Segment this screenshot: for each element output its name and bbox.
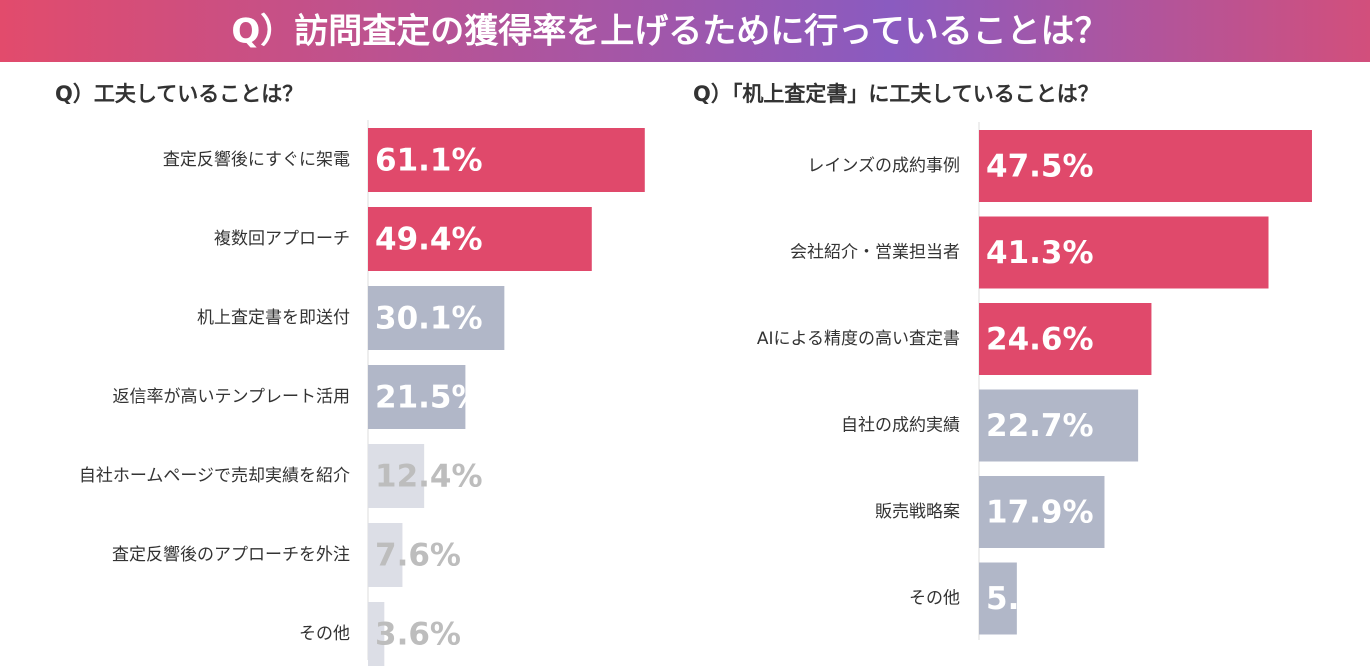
- chart-subtitle: Q）工夫していることは？: [55, 82, 303, 106]
- bar: [368, 128, 645, 192]
- bar: [979, 130, 1312, 202]
- bar: [979, 303, 1152, 375]
- value-label: 61.1%: [375, 143, 483, 179]
- value-label: 22.7%: [986, 408, 1094, 444]
- category-label: 自社の成約実績: [841, 416, 960, 436]
- category-label: 机上査定書を即送付: [197, 308, 350, 328]
- value-label: 30.1%: [375, 301, 483, 337]
- header-banner: [0, 0, 1370, 62]
- value-label: 47.5%: [986, 149, 1094, 185]
- bar: [368, 444, 425, 508]
- category-label: その他: [909, 589, 960, 609]
- category-label: 返信率が高いテンプレート活用: [113, 387, 351, 407]
- value-label: 49.4%: [375, 222, 483, 258]
- category-label: AIによる精度の高い査定書: [757, 329, 960, 349]
- category-label: 査定反響後のアプローチを外注: [112, 545, 350, 565]
- category-label: 査定反響後にすぐに架電: [163, 150, 350, 170]
- value-label: 5.: [986, 581, 1019, 617]
- bar: [368, 365, 466, 429]
- category-label: 複数回アプローチ: [214, 229, 350, 249]
- bar: [368, 602, 385, 666]
- category-label: 会社紹介・営業担当者: [790, 243, 960, 263]
- category-label: その他: [299, 624, 350, 644]
- bar: [979, 562, 1017, 635]
- value-label: 12.4%: [375, 459, 483, 495]
- category-label: 販売戦略案: [875, 502, 960, 522]
- bar: [979, 216, 1269, 289]
- chart-subtitle: Q）「机上査定書」に工夫していることは？: [693, 82, 1099, 106]
- bar: [979, 389, 1139, 462]
- page-title: Q）訪問査定の獲得率を上げるために行っていることは？: [231, 12, 1108, 52]
- value-label: 41.3%: [986, 235, 1094, 271]
- value-label: 21.5%: [375, 380, 483, 416]
- value-label: 7.6%: [375, 538, 461, 574]
- bar: [368, 207, 592, 271]
- category-label: 自社ホームページで売却実績を紹介: [79, 466, 350, 486]
- bar: [979, 476, 1105, 548]
- value-label: 17.9%: [986, 495, 1094, 531]
- bar: [368, 523, 403, 587]
- value-label: 24.6%: [986, 322, 1094, 358]
- category-label: レインズの成約事例: [807, 156, 960, 176]
- bar: [368, 286, 505, 350]
- value-label: 3.6%: [375, 617, 461, 653]
